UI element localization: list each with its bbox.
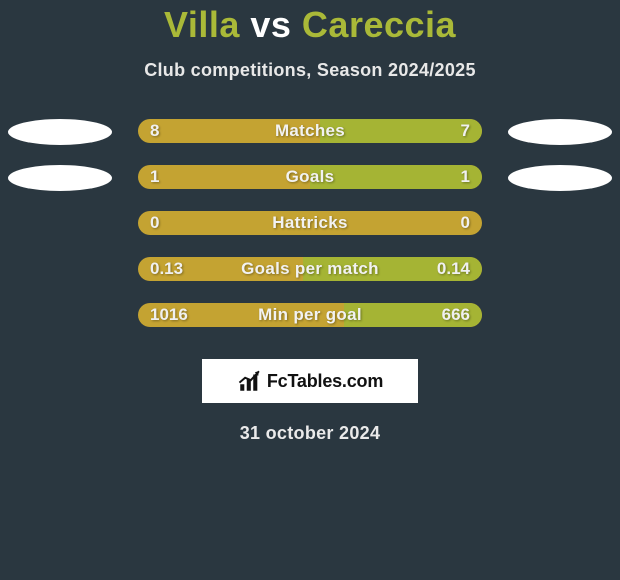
stat-bar: Hattricks [138, 211, 482, 235]
stat-bar: Goals [138, 165, 482, 189]
stat-row: Goals per match 0.13 0.14 [0, 257, 620, 303]
player1-marker [8, 119, 112, 145]
stat-row: Matches 8 7 [0, 119, 620, 165]
stat-right-value: 1 [461, 165, 470, 189]
stat-label: Min per goal [258, 305, 362, 325]
stat-bar: Min per goal [138, 303, 482, 327]
player1-name: Villa [164, 4, 240, 45]
player2-name: Careccia [302, 4, 456, 45]
stat-bar: Matches [138, 119, 482, 143]
brand-text: FcTables.com [267, 371, 383, 392]
comparison-card: Villa vs Careccia Club competitions, Sea… [0, 0, 620, 444]
player1-marker [8, 165, 112, 191]
stat-bar-right-fill [310, 165, 482, 189]
page-title: Villa vs Careccia [0, 4, 620, 46]
stat-right-value: 0.14 [437, 257, 470, 281]
stat-bar: Goals per match [138, 257, 482, 281]
chart-icon [237, 368, 263, 394]
stat-row: Min per goal 1016 666 [0, 303, 620, 349]
player2-marker [508, 119, 612, 145]
stat-row: Goals 1 1 [0, 165, 620, 211]
brand-box[interactable]: FcTables.com [202, 359, 418, 403]
stat-left-value: 0.13 [150, 257, 183, 281]
stat-right-value: 7 [461, 119, 470, 143]
stat-left-value: 1016 [150, 303, 188, 327]
player2-marker [508, 165, 612, 191]
stat-left-value: 0 [150, 211, 159, 235]
stat-row: Hattricks 0 0 [0, 211, 620, 257]
date-text: 31 october 2024 [0, 423, 620, 444]
stat-left-value: 8 [150, 119, 159, 143]
stat-label: Goals [286, 167, 335, 187]
stat-right-value: 0 [461, 211, 470, 235]
subtitle: Club competitions, Season 2024/2025 [0, 60, 620, 81]
stats-section: Matches 8 7 Goals 1 1 Hattricks 0 0 Goals per mat… [0, 119, 620, 349]
vs-text: vs [250, 4, 291, 45]
stat-label: Matches [275, 121, 345, 141]
stat-right-value: 666 [442, 303, 470, 327]
stat-label: Goals per match [241, 259, 379, 279]
stat-label: Hattricks [272, 213, 347, 233]
stat-left-value: 1 [150, 165, 159, 189]
